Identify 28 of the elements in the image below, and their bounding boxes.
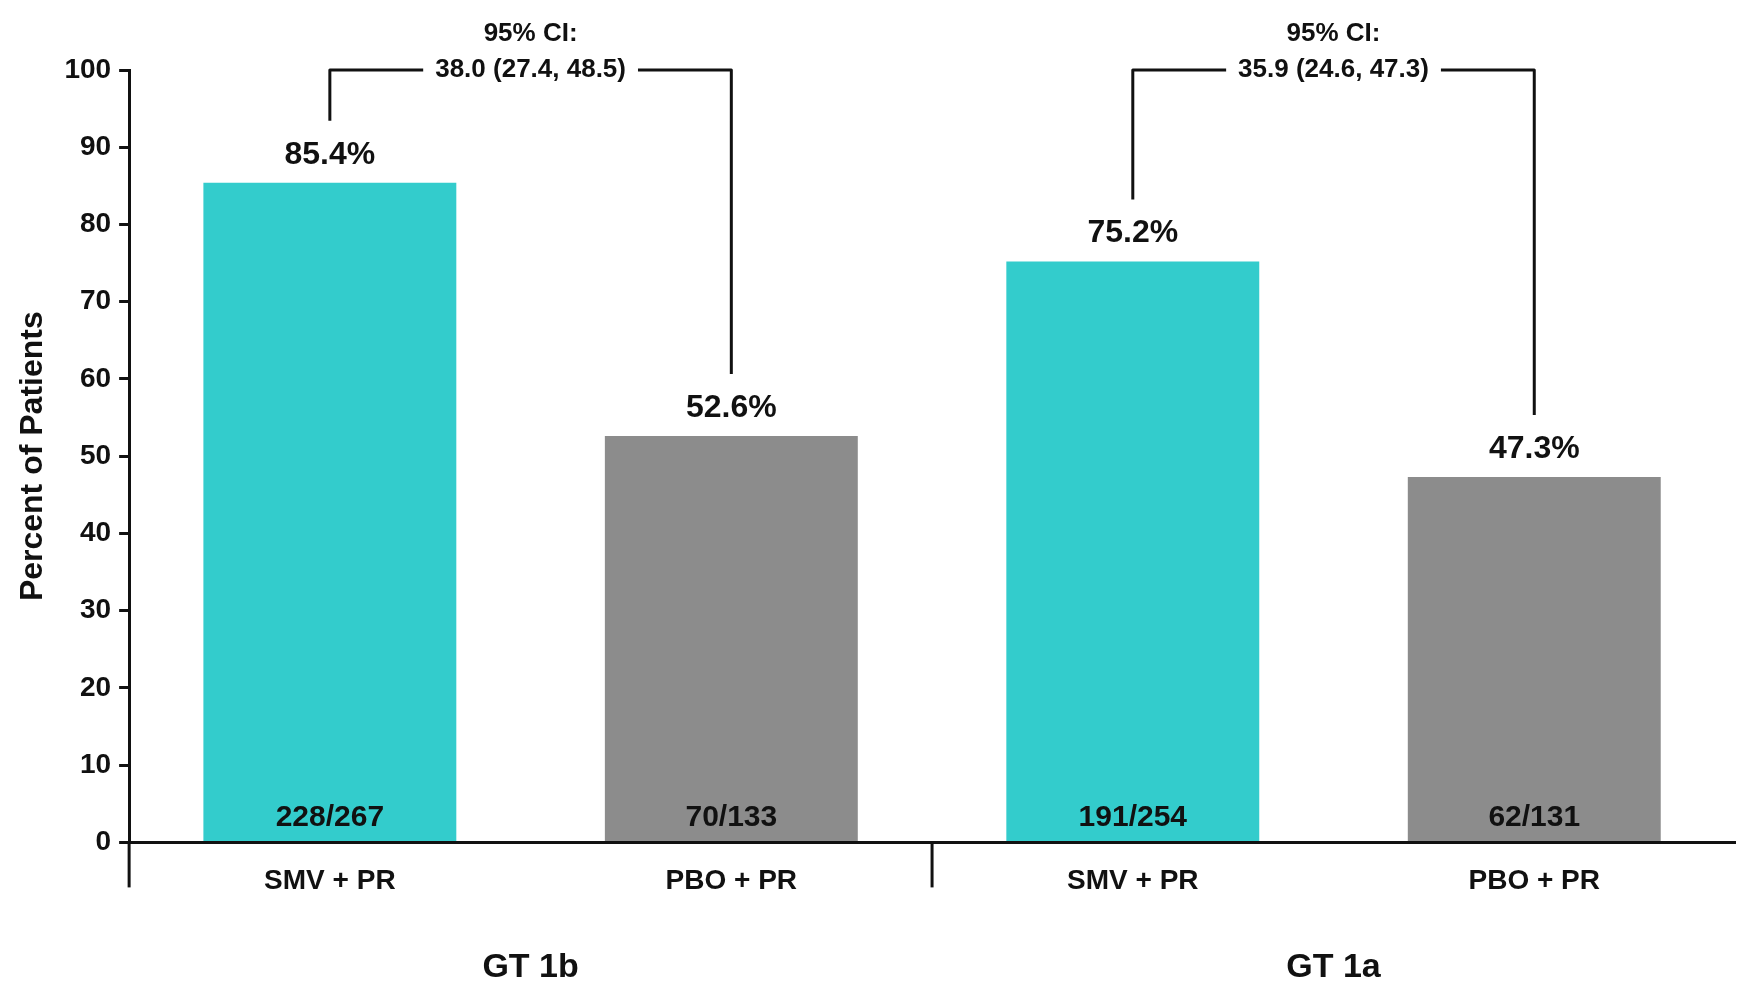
annotation: 228/267 [275, 798, 385, 832]
y-tick-label: 10 [79, 747, 112, 779]
y-tick-label: 50 [79, 438, 112, 470]
data-label: 85.4% [284, 134, 376, 171]
data-label: 47.3% [1488, 428, 1580, 465]
annotation: 95% CI: 38.0 (27.4, 48.5) [435, 17, 626, 84]
y-tick-label: 70 [79, 284, 112, 316]
data-label: 52.6% [685, 387, 777, 424]
annotation: 191/254 [1078, 798, 1188, 832]
y-tick-label: 40 [79, 516, 112, 548]
data-label: 75.2% [1087, 213, 1179, 250]
y-tick-label: 30 [79, 593, 112, 625]
annotation: 62/131 [1488, 798, 1581, 832]
annotation: 95% CI: 35.9 (24.6, 47.3) [1238, 17, 1429, 84]
annotation: 70/133 [685, 798, 778, 832]
x-tick-label: PBO + PR [1468, 863, 1601, 895]
text: GT 1a [1286, 945, 1382, 984]
text: GT 1b [482, 945, 579, 984]
x-tick-label: SMV + PR [1067, 863, 1199, 895]
x-tick-label: PBO + PR [665, 863, 798, 895]
y-tick-label: 0 [95, 825, 112, 857]
y-tick-label: 100 [64, 52, 112, 84]
y-tick-label: 20 [79, 670, 112, 702]
y-axis-title: Percent of Patients [13, 311, 50, 602]
y-tick-label: 80 [79, 207, 112, 239]
x-tick-label: SMV + PR [264, 863, 396, 895]
y-tick-label: 90 [79, 129, 112, 161]
y-tick-label: 60 [79, 361, 112, 393]
